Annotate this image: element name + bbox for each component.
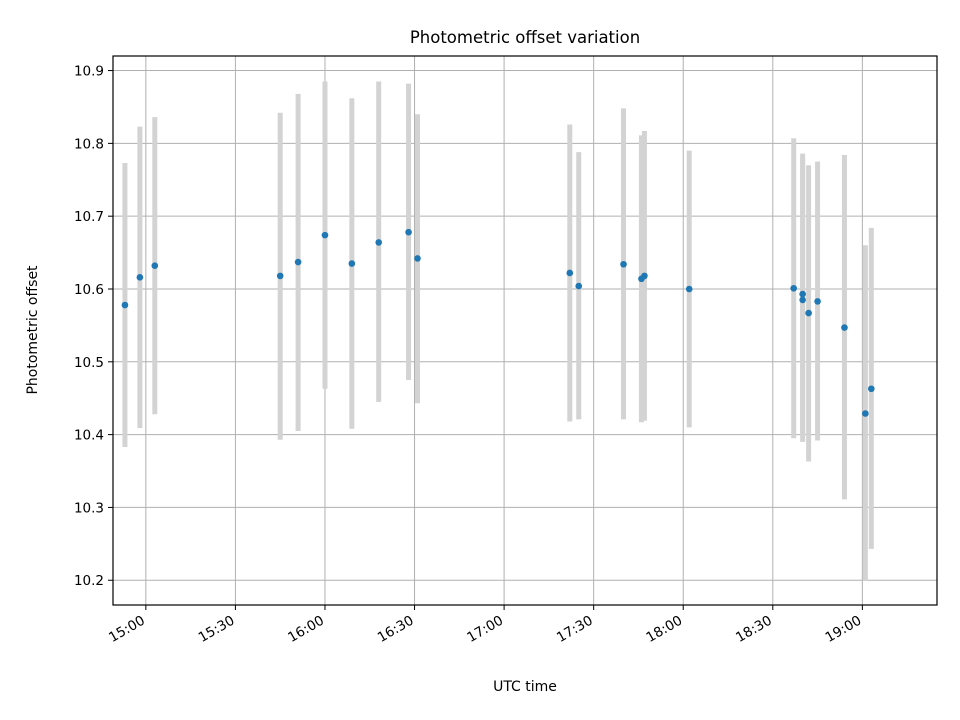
data-points bbox=[121, 228, 875, 417]
data-point bbox=[375, 239, 383, 246]
data-point bbox=[294, 258, 302, 266]
data-point bbox=[841, 324, 848, 331]
data-point bbox=[862, 410, 869, 417]
y-tick-label: 10.9 bbox=[74, 64, 104, 80]
data-point bbox=[685, 285, 693, 293]
y-axis-ticks: 10.2 10.3 10.4 10.5 10.6 10.7 10.8 10.9 bbox=[74, 64, 113, 589]
data-point bbox=[348, 260, 356, 267]
y-tick-label: 10.6 bbox=[74, 282, 104, 298]
data-point bbox=[151, 262, 159, 269]
data-point bbox=[575, 282, 583, 290]
data-point bbox=[799, 296, 806, 304]
plot-area-frame bbox=[112, 55, 938, 606]
data-point bbox=[276, 272, 284, 280]
y-tick-label: 10.5 bbox=[74, 355, 104, 371]
data-point bbox=[868, 385, 875, 393]
data-point bbox=[641, 272, 648, 280]
data-point bbox=[321, 231, 329, 239]
data-point bbox=[136, 274, 144, 281]
data-point bbox=[799, 290, 806, 298]
x-axis-label: UTC time bbox=[493, 679, 557, 695]
data-point bbox=[566, 269, 574, 277]
y-tick-label: 10.7 bbox=[74, 209, 104, 225]
data-point bbox=[414, 255, 421, 262]
data-point bbox=[805, 309, 812, 317]
y-tick-label: 10.3 bbox=[74, 500, 104, 516]
chart-title: Photometric offset variation bbox=[410, 28, 640, 47]
y-tick-label: 10.4 bbox=[74, 428, 104, 444]
y-tick-label: 10.8 bbox=[74, 136, 104, 152]
data-point bbox=[814, 298, 821, 305]
data-point bbox=[121, 301, 129, 309]
y-tick-label: 10.2 bbox=[74, 573, 104, 589]
data-point bbox=[790, 284, 797, 292]
y-axis-label: Photometric offset bbox=[25, 265, 41, 395]
data-point bbox=[620, 260, 627, 268]
data-point bbox=[405, 228, 412, 236]
